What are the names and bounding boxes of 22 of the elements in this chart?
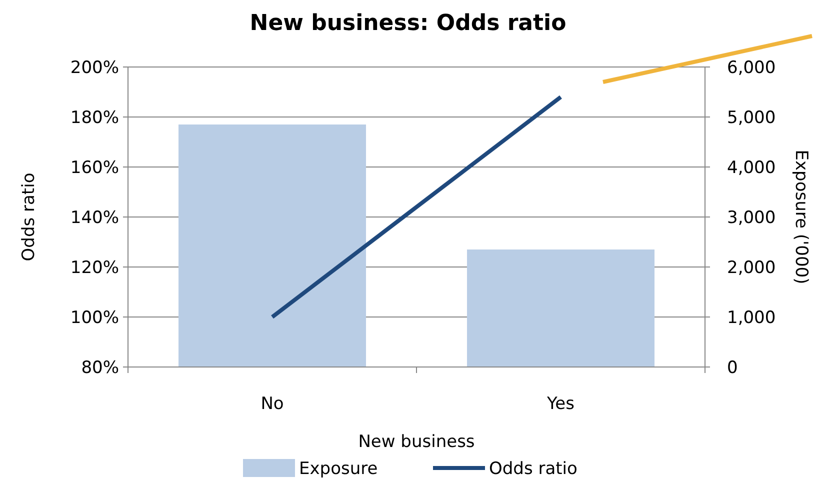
y-tick-label: 160% <box>70 158 119 178</box>
y2-tick-label: 2,000 <box>727 258 776 278</box>
y2-axis-title: Exposure ('000) <box>791 150 811 284</box>
y-tick-label: 120% <box>70 258 119 278</box>
x-tick-label: Yes <box>546 394 575 414</box>
legend-label: Odds ratio <box>489 458 578 479</box>
y-axis-title: Odds ratio <box>19 172 39 262</box>
y-tick-label: 200% <box>70 58 119 78</box>
y2-tick-label: 5,000 <box>727 108 776 128</box>
chart-title: New business: Odds ratio <box>250 11 566 36</box>
y2-tick-label: 1,000 <box>727 308 776 328</box>
x-axis-title: New business <box>358 432 475 452</box>
y2-tick-label: 4,000 <box>727 158 776 178</box>
x-tick-label: No <box>260 394 284 414</box>
y-tick-label: 140% <box>70 208 119 228</box>
y2-tick-label: 0 <box>727 358 738 378</box>
y2-tick-label: 3,000 <box>727 208 776 228</box>
y-tick-label: 100% <box>70 308 119 328</box>
y2-tick-label: 6,000 <box>727 58 776 78</box>
legend-label: Exposure <box>299 458 378 479</box>
y-tick-label: 180% <box>70 108 119 128</box>
y-tick-label: 80% <box>81 358 119 378</box>
